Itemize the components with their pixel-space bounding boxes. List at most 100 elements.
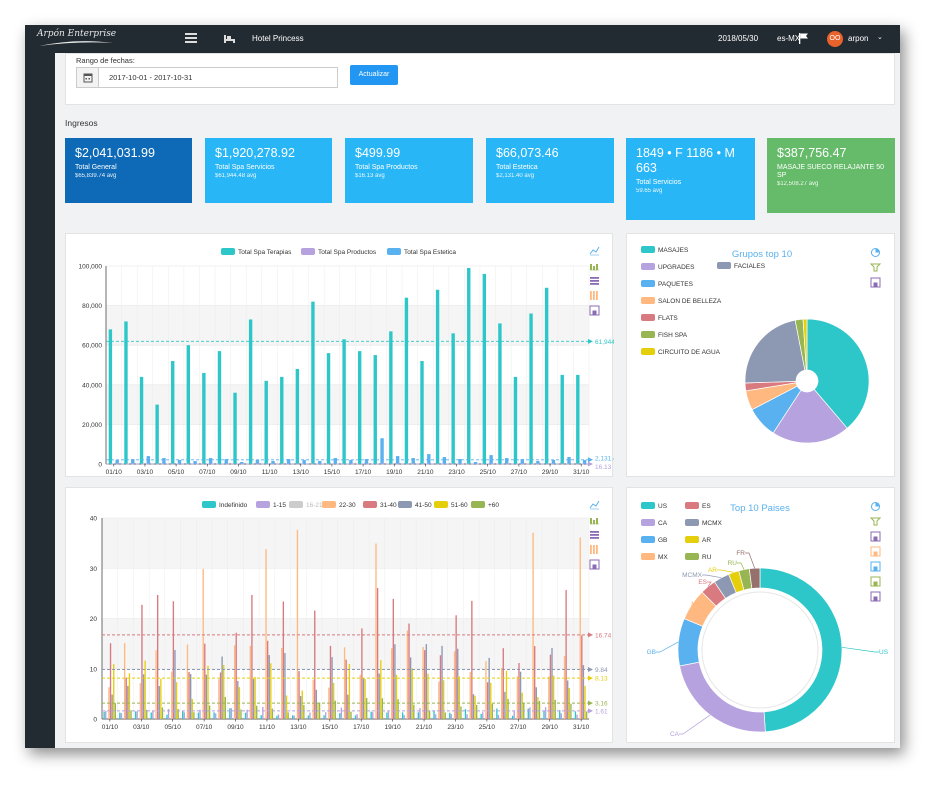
legend-item[interactable]: 22-30 (339, 502, 356, 509)
donut-slice[interactable] (759, 567, 843, 733)
legend-swatch[interactable] (387, 248, 401, 255)
legend-swatch[interactable] (289, 501, 303, 508)
chevron-down-icon[interactable]: ⌄ (877, 34, 883, 41)
refresh-icon[interactable] (870, 561, 881, 572)
legend-item[interactable]: GB (658, 537, 667, 544)
legend-swatch[interactable] (256, 501, 270, 508)
bar (364, 679, 366, 719)
legend-item[interactable]: FLATS (658, 315, 678, 322)
legend-item[interactable]: +60 (488, 502, 499, 509)
legend-item[interactable]: ES (702, 503, 711, 510)
tiled-icon[interactable] (590, 291, 598, 300)
legend-item[interactable]: Total Spa Productos (318, 249, 377, 256)
save-image-icon[interactable] (589, 559, 600, 570)
legend-item[interactable]: UPGRADES (658, 264, 695, 271)
legend-swatch[interactable] (641, 502, 655, 509)
legend-swatch[interactable] (641, 246, 655, 253)
data-view-icon[interactable] (870, 591, 881, 602)
legend-swatch[interactable] (471, 501, 485, 508)
legend-swatch[interactable] (641, 314, 655, 321)
legend-item[interactable]: 31-40 (380, 502, 397, 509)
legend-swatch[interactable] (641, 536, 655, 543)
legend-swatch[interactable] (717, 262, 731, 269)
pie-slice[interactable] (772, 388, 848, 444)
legend-swatch[interactable] (322, 501, 336, 508)
date-range-input[interactable]: 2017-10-01 - 2017-10-31 (76, 67, 338, 88)
legend-swatch[interactable] (398, 501, 412, 508)
save-image-icon[interactable] (870, 531, 881, 542)
bar (453, 651, 456, 719)
save-image-icon[interactable] (870, 277, 881, 288)
avatar[interactable]: OO (827, 31, 843, 47)
line-chart-icon[interactable] (589, 500, 600, 510)
hotel-icon[interactable] (224, 34, 235, 44)
funnel-icon[interactable] (869, 517, 882, 526)
legend-item[interactable]: PAQUETES (658, 281, 694, 288)
legend-item[interactable]: MASAJES (658, 247, 689, 254)
legend-item[interactable]: 1-15 (273, 502, 286, 509)
stack-icon[interactable] (590, 277, 599, 285)
restore-icon[interactable] (870, 546, 881, 557)
donut-slice[interactable] (677, 618, 704, 667)
update-button[interactable]: Actualizar (350, 65, 398, 85)
bar-chart-icon[interactable] (590, 264, 599, 271)
legend-swatch[interactable] (685, 553, 699, 560)
save-image-icon[interactable] (589, 305, 600, 316)
legend-item[interactable]: SALON DE BELLEZA (658, 298, 722, 305)
hotel-selector[interactable]: Hotel Princess (252, 34, 304, 43)
legend-item[interactable]: 41-50 (415, 502, 432, 509)
legend-swatch[interactable] (641, 297, 655, 304)
pie-icon[interactable] (871, 248, 880, 257)
legend-swatch[interactable] (685, 536, 699, 543)
legend-item[interactable]: CIRCUITO DE AGUA (658, 349, 721, 356)
bar (299, 696, 302, 719)
legend-swatch[interactable] (301, 248, 315, 255)
sidebar (25, 53, 55, 748)
donut-slice[interactable] (679, 661, 766, 733)
legend-item[interactable]: Indefinido (219, 502, 248, 509)
legend-item[interactable]: MX (658, 554, 668, 561)
legend-item[interactable]: FISH SPA (658, 332, 688, 339)
legend-item[interactable]: MCMX (702, 520, 723, 527)
calendar-icon[interactable] (77, 68, 99, 87)
legend-item[interactable]: Total Spa Terapias (238, 249, 292, 256)
menu-toggle-icon[interactable] (185, 33, 197, 45)
brand-logo[interactable]: Arpón Enterprise (37, 29, 117, 49)
legend-item[interactable]: RU (702, 554, 712, 561)
line-chart-icon[interactable] (589, 246, 600, 256)
tiled-icon[interactable] (590, 545, 598, 554)
edit-icon[interactable] (870, 576, 881, 587)
pie-slice[interactable] (744, 319, 806, 384)
legend-swatch[interactable] (641, 519, 655, 526)
legend-swatch[interactable] (641, 331, 655, 338)
legend-swatch[interactable] (202, 501, 216, 508)
legend-item[interactable]: Total Spa Estetica (404, 249, 456, 256)
legend-swatch[interactable] (363, 501, 377, 508)
legend-item[interactable]: US (658, 503, 668, 510)
locale-selector[interactable]: es-MX (777, 34, 801, 43)
legend-item[interactable]: CA (658, 520, 668, 527)
legend-swatch[interactable] (221, 248, 235, 255)
donut-slice[interactable] (748, 567, 761, 589)
pie-slice[interactable] (802, 318, 808, 371)
stack-icon[interactable] (590, 531, 599, 539)
funnel-icon[interactable] (869, 263, 882, 272)
flag-icon[interactable] (799, 33, 808, 44)
legend-item[interactable]: AR (702, 537, 711, 544)
bar (240, 462, 244, 464)
legend-swatch[interactable] (641, 280, 655, 287)
legend-item[interactable]: FACIALES (734, 263, 766, 270)
pie-slice[interactable] (806, 318, 870, 429)
pie-icon[interactable] (871, 502, 880, 511)
legend-swatch[interactable] (434, 501, 448, 508)
user-menu[interactable]: arpon (848, 34, 869, 43)
legend-swatch[interactable] (641, 553, 655, 560)
bar-chart-icon[interactable] (590, 518, 599, 525)
legend-swatch[interactable] (685, 502, 699, 509)
bar (380, 660, 382, 719)
legend-swatch[interactable] (641, 263, 655, 270)
legend-item[interactable]: 16-21 (306, 502, 323, 509)
legend-item[interactable]: 51-60 (451, 502, 468, 509)
legend-swatch[interactable] (641, 348, 655, 355)
legend-swatch[interactable] (685, 519, 699, 526)
